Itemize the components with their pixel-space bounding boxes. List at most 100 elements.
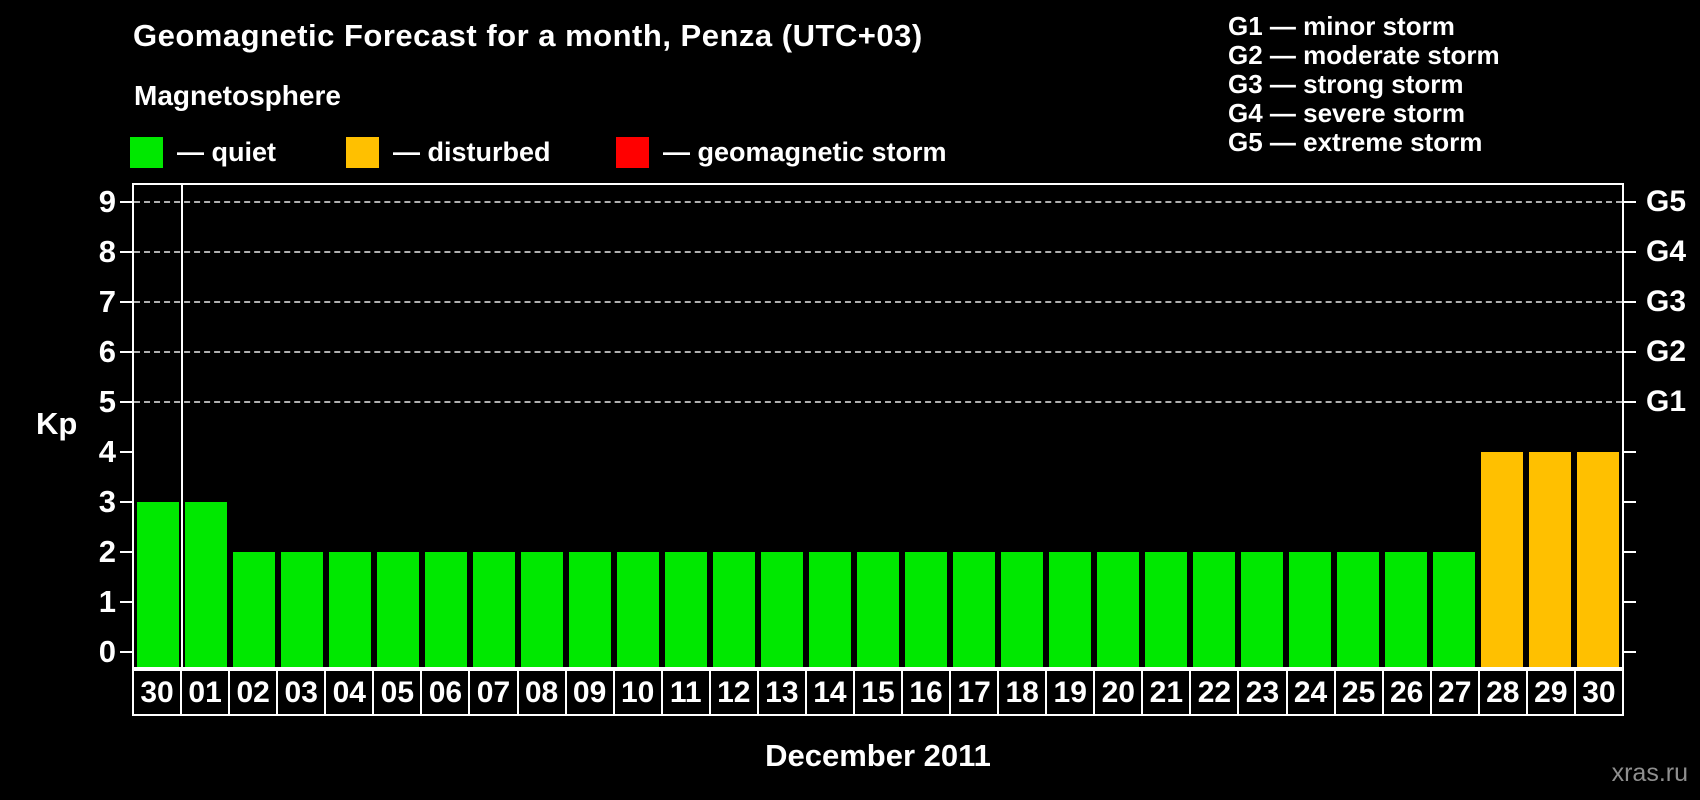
y-tick-left-4 — [120, 451, 132, 453]
bar-day-26 — [1385, 552, 1427, 667]
x-axis-title: December 2011 — [765, 738, 991, 773]
day-label-cell: 19 — [1045, 669, 1096, 716]
quiet-color-swatch — [130, 136, 163, 168]
y-tick-left-9 — [120, 201, 132, 203]
y-axis-title: Kp — [36, 406, 78, 441]
day-label-cell: 30 — [1573, 669, 1624, 716]
day-label-cell: 01 — [180, 669, 231, 716]
y-tick-left-1 — [120, 601, 132, 603]
legend-label-storm: — geomagnetic storm — [663, 136, 947, 167]
storm-scale-legend: G1 — minor storm G2 — moderate storm G3 … — [1228, 12, 1500, 157]
bar-day-29 — [1529, 452, 1571, 667]
gridline-kp8 — [134, 251, 1622, 253]
storm-scale-g4: G4 — severe storm — [1228, 98, 1466, 128]
storm-color-swatch — [616, 136, 649, 168]
g-scale-label-g2: G2 — [1646, 335, 1687, 368]
legend-item-storm: — geomagnetic storm — [616, 136, 947, 168]
day-label-cell: 27 — [1429, 669, 1480, 716]
y-tick-right-8 — [1624, 251, 1636, 253]
y-tick-label-7: 7 — [98, 284, 116, 319]
gridline-kp7 — [134, 301, 1622, 303]
bar-day-12 — [713, 552, 755, 667]
g-scale-label-g4: G4 — [1646, 235, 1687, 268]
y-tick-label-4: 4 — [98, 434, 116, 469]
day-label-cell: 20 — [1093, 669, 1144, 716]
plot-area — [132, 183, 1624, 669]
y-tick-right-0 — [1624, 651, 1636, 653]
g-scale-label-g3: G3 — [1646, 285, 1687, 318]
bar-day-02 — [233, 552, 275, 667]
bar-day-18 — [1001, 552, 1043, 667]
bar-day-17 — [953, 552, 995, 667]
storm-scale-g2: G2 — moderate storm — [1228, 40, 1500, 70]
storm-scale-g5: G5 — extreme storm — [1228, 127, 1483, 157]
day-label-cell: 04 — [324, 669, 375, 716]
storm-scale-g3: G3 — strong storm — [1228, 69, 1464, 99]
legend-item-disturbed: — disturbed — [346, 136, 551, 168]
day-label-cell: 25 — [1333, 669, 1384, 716]
day-label-row: 30 01 02 03 04 05 06 07 08 09 10 11 12 13 14 15 16 17 18 19… — [132, 669, 1624, 716]
month-separator — [181, 185, 183, 667]
day-label-cell: 05 — [372, 669, 423, 716]
day-label-cell: 29 — [1525, 669, 1576, 716]
y-tick-label-2: 2 — [98, 534, 116, 569]
day-label-cell: 17 — [949, 669, 1000, 716]
day-label-cell: 02 — [228, 669, 279, 716]
y-tick-label-8: 8 — [98, 234, 116, 269]
gridline-kp6 — [134, 351, 1622, 353]
magnetosphere-label: Magnetosphere — [134, 80, 341, 111]
day-label-cell: 30 — [132, 669, 183, 716]
y-tick-right-7 — [1624, 301, 1636, 303]
y-tick-right-5 — [1624, 401, 1636, 403]
day-label-cell: 16 — [901, 669, 952, 716]
day-label-cell: 22 — [1189, 669, 1240, 716]
bar-day-25 — [1337, 552, 1379, 667]
bar-day-13 — [761, 552, 803, 667]
bar-day-01 — [185, 502, 227, 667]
bar-day-06 — [425, 552, 467, 667]
day-label-cell: 13 — [756, 669, 807, 716]
day-label-cell: 10 — [612, 669, 663, 716]
y-tick-left-7 — [120, 301, 132, 303]
bar-day-19 — [1049, 552, 1091, 667]
day-label-cell: 28 — [1477, 669, 1528, 716]
day-label-cell: 26 — [1381, 669, 1432, 716]
day-label-cell: 11 — [660, 669, 711, 716]
gridline-kp5 — [134, 401, 1622, 403]
disturbed-color-swatch — [346, 136, 379, 168]
day-label-cell: 15 — [852, 669, 903, 716]
bar-day-14 — [809, 552, 851, 667]
bar-day-20 — [1097, 552, 1139, 667]
day-label-cell: 08 — [516, 669, 567, 716]
legend-item-quiet: — quiet — [130, 136, 276, 168]
legend-label-quiet: — quiet — [177, 136, 276, 167]
bar-day-23 — [1241, 552, 1283, 667]
bar-day-27 — [1433, 552, 1475, 667]
y-tick-left-0 — [120, 651, 132, 653]
plot-inner — [134, 185, 1622, 667]
day-label-cell: 18 — [997, 669, 1048, 716]
bar-day-07 — [473, 552, 515, 667]
day-label-cell: 12 — [708, 669, 759, 716]
bar-day-09 — [569, 552, 611, 667]
y-tick-right-2 — [1624, 551, 1636, 553]
y-tick-label-3: 3 — [98, 484, 116, 519]
gridline-kp9 — [134, 201, 1622, 203]
chart-title: Geomagnetic Forecast for a month, Penza … — [133, 18, 923, 53]
y-tick-label-9: 9 — [98, 184, 116, 219]
bar-day-30 — [1577, 452, 1619, 667]
day-label-cell: 03 — [276, 669, 327, 716]
day-label-cell: 06 — [420, 669, 471, 716]
y-tick-right-9 — [1624, 201, 1636, 203]
watermark: xras.ru — [1611, 759, 1688, 787]
bar-day-21 — [1145, 552, 1187, 667]
bar-day-05 — [377, 552, 419, 667]
y-tick-label-1: 1 — [98, 584, 116, 619]
y-tick-left-2 — [120, 551, 132, 553]
bar-day-03 — [281, 552, 323, 667]
y-tick-label-0: 0 — [98, 634, 116, 669]
y-tick-left-3 — [120, 501, 132, 503]
g-scale-label-g1: G1 — [1646, 385, 1687, 418]
bar-day-10 — [617, 552, 659, 667]
